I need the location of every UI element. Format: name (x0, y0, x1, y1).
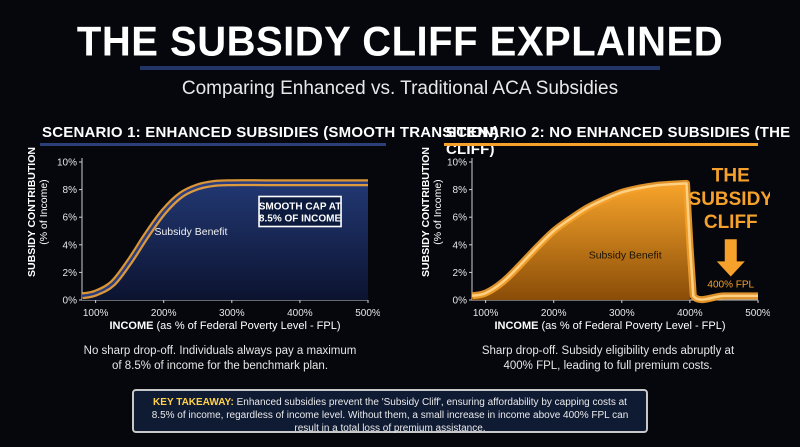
scenario1-ylabel: SUBSIDY CONTRIBUTION (% of Income) (26, 147, 50, 277)
page-subtitle: Comparing Enhanced vs. Traditional ACA S… (181, 78, 619, 99)
y-tick-label: 2% (63, 268, 78, 279)
y-tick-label: 6% (453, 213, 468, 224)
x-tick-label: 400% (287, 308, 313, 319)
key-takeaway-box: KEY TAKEAWAY: Enhanced subsidies prevent… (132, 389, 648, 434)
x-tick-label: 200% (541, 308, 567, 319)
y-tick-label: 0% (453, 296, 468, 307)
callout-text-line2: 8.5% OF INCOME (259, 214, 342, 225)
y-tick-label: 6% (63, 213, 78, 224)
y-tick-label: 2% (453, 268, 468, 279)
x-tick-label: 300% (609, 308, 635, 319)
series-line (81, 181, 368, 298)
smooth-cap-callout (258, 195, 342, 228)
y-tick-label: 10% (447, 158, 467, 169)
cliff-down-arrow-icon (716, 239, 745, 277)
cliff-title-line1: THE (712, 165, 750, 186)
x-tick-label: 500% (745, 308, 770, 319)
scenario2-underline (444, 143, 758, 146)
series-line (471, 182, 758, 301)
scenario1-chart: 0% 2% 4% 6% 8% 10% 100% 200% 300% 400% 500% SMOOTH … (57, 158, 380, 320)
y-tick-label: 10% (57, 158, 77, 169)
scenario2-note: Sharp drop-off. Subsidy eligibility ends… (481, 345, 735, 372)
x-tick-label: 100% (473, 308, 499, 319)
page-title: THE SUBSIDY CLIFF EXPLAINED (76, 18, 724, 66)
scenario1-xlabel: INCOME (as % of Federal Poverty Level - … (109, 320, 341, 332)
cliff-title-line3: CLIFF (704, 212, 758, 233)
x-tick-label: 400% (677, 308, 703, 319)
scenario1-underline (40, 143, 386, 146)
y-tick-label: 4% (63, 240, 78, 251)
callout-text-line1: SMOOTH CAP AT (259, 202, 342, 213)
y-tick-label: 8% (63, 185, 78, 196)
subsidy-benefit-area (472, 183, 690, 300)
fpl-400-label: 400% FPL (707, 280, 754, 291)
scenario1-note: No sharp drop-off. Individuals always pa… (83, 345, 357, 372)
x-tick-label: 100% (83, 308, 109, 319)
title-underline (140, 66, 660, 70)
x-tick-label: 500% (355, 308, 380, 319)
y-tick-label: 0% (63, 296, 78, 307)
scenario1-heading: SCENARIO 1: ENHANCED SUBSIDIES (SMOOTH T… (42, 124, 499, 141)
scenario2-chart: 0% 2% 4% 6% 8% 10% 100% 200% 300% 400% 500% THE SUBS… (447, 158, 770, 320)
y-tick-label: 8% (453, 185, 468, 196)
scenario2-xlabel: INCOME (as % of Federal Poverty Level - … (494, 320, 726, 332)
subsidy-benefit-label: Subsidy Benefit (154, 226, 227, 238)
x-tick-label: 200% (151, 308, 177, 319)
x-tick-label: 300% (219, 308, 245, 319)
y-tick-label: 4% (453, 240, 468, 251)
cliff-title-line2: SUBSIDY (689, 189, 770, 210)
subsidy-benefit-label: Subsidy Benefit (589, 250, 662, 262)
